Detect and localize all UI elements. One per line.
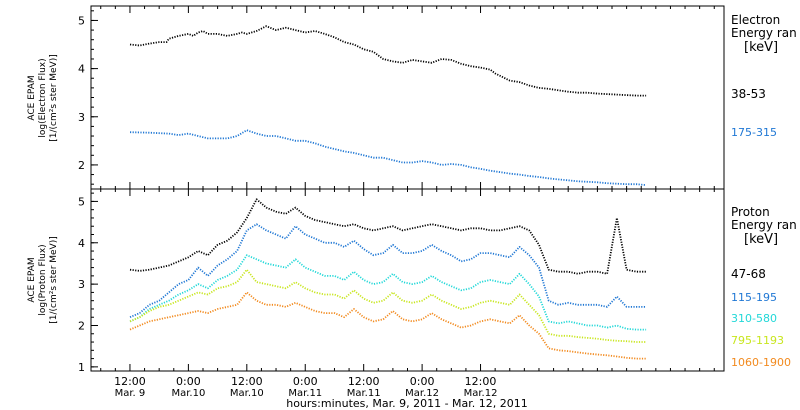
electron-y-axis: 2 3 4 5 [78, 10, 98, 185]
x-tick-time-label: 0:00 [293, 375, 318, 388]
proton-legend-310-580: 310-580 [731, 312, 777, 325]
electron-legend-175-315: 175-315 [731, 126, 777, 139]
proton-series-1060-1900 [129, 291, 647, 360]
x-tick-date-label: Mar.12 [464, 388, 498, 399]
proton-legend-795-1193: 795-1193 [731, 334, 784, 347]
x-tick-time-label: 0:00 [176, 375, 201, 388]
x-tick-time-label: 12:00 [348, 375, 380, 388]
proton-y-tick-label: 5 [78, 195, 85, 208]
electron-legend-38-53: 38-53 [731, 87, 766, 101]
electron-legend-title-2: Energy ran [731, 26, 797, 40]
proton-legend-title-2: Energy ran [731, 218, 797, 232]
electron-ylabel-line-3: [1/(cm²s ster MeV)] [49, 54, 59, 141]
proton-series-310-580 [129, 254, 647, 331]
proton-legend-115-195: 115-195 [731, 291, 777, 304]
proton-series-115-195 [129, 223, 647, 319]
proton-legend-unit: [keV] [744, 232, 778, 247]
x-tick-date-label: Mar.10 [230, 388, 264, 399]
x-tick-date-label: Mar.12 [405, 388, 439, 399]
proton-series [129, 198, 647, 360]
electron-series-175-315 [129, 129, 647, 186]
proton-panel: 1 2 3 4 5 ACE EPAM log(Proton Flux) [1/(cm²s… [27, 188, 797, 374]
x-tick-time-label: 12:00 [465, 375, 497, 388]
electron-y-tick-label: 3 [78, 111, 85, 124]
proton-legend-47-68: 47-68 [731, 267, 766, 281]
proton-series-795-1193 [129, 268, 647, 343]
x-tick-date-label: Mar.10 [171, 388, 205, 399]
electron-y-tick-label: 4 [78, 63, 85, 76]
proton-ylabel-line-1: ACE EPAM [27, 257, 37, 302]
electron-series-38-53 [129, 25, 647, 97]
electron-y-tick-label: 5 [78, 14, 85, 27]
proton-y-tick-label: 1 [78, 361, 85, 374]
proton-legend-title-1: Proton [731, 205, 770, 219]
electron-legend-title-1: Electron [731, 13, 780, 27]
x-tick-time-label: 12:00 [114, 375, 146, 388]
electron-panel: 2 3 4 5 ACE EPAM log(Electron Flux) [1/(cm²… [27, 5, 797, 190]
x-tick-date-label: Mar. 9 [115, 388, 146, 399]
x-tick-date-label: Mar.11 [288, 388, 322, 399]
electron-ylabel-line-1: ACE EPAM [27, 75, 37, 120]
electron-y-tick-label: 2 [78, 159, 85, 172]
electron-series [129, 25, 647, 186]
electron-plot-frame [90, 5, 725, 190]
proton-y-axis: 1 2 3 4 5 [78, 192, 98, 374]
proton-series-47-68 [129, 198, 647, 275]
electron-legend-unit: [keV] [744, 40, 778, 55]
proton-ylabel-line-3: [1/(cm²s ster MeV)] [49, 236, 59, 323]
proton-ylabel-line-2: log(Proton Flux) [38, 244, 48, 315]
x-tick-time-label: 0:00 [410, 375, 435, 388]
x-tick-date-label: Mar.11 [347, 388, 381, 399]
proton-y-tick-label: 2 [78, 320, 85, 333]
electron-ylabel-line-2: log(Electron Flux) [38, 58, 48, 137]
x-tick-time-label: 12:00 [231, 375, 263, 388]
proton-y-tick-label: 4 [78, 237, 85, 250]
x-axis-label: hours:minutes, Mar. 9, 2011 - Mar. 12, 2… [286, 397, 528, 410]
proton-y-tick-label: 3 [78, 278, 85, 291]
proton-plot-frame [90, 188, 725, 372]
proton-legend-1060-1900: 1060-1900 [731, 356, 791, 369]
